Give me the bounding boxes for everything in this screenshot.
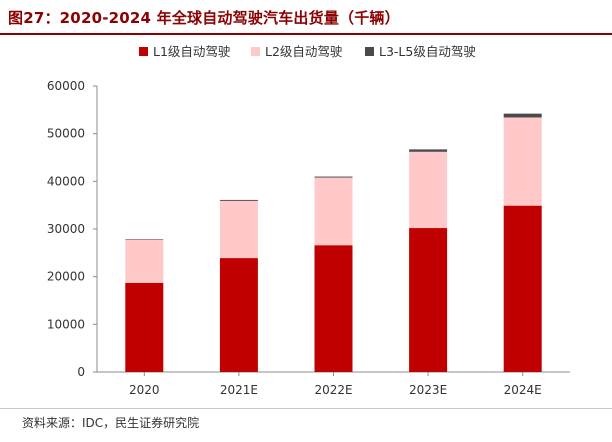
y-tick-label: 60000: [47, 79, 85, 93]
y-tick-label: 30000: [47, 222, 85, 236]
bar-segment: [314, 177, 353, 246]
legend-label: L1级自动驾驶: [153, 44, 231, 59]
x-tick-label: 2024E: [504, 383, 542, 397]
legend-swatch: [365, 47, 374, 56]
bar-segment: [503, 205, 542, 372]
bar-segment: [219, 199, 258, 201]
bar-segment: [409, 228, 448, 372]
bar-segment: [125, 282, 164, 372]
legend-swatch: [139, 47, 148, 56]
y-tick-label: 50000: [47, 127, 85, 141]
figure-title: 图27：2020-2024 年全球自动驾驶汽车出货量（千辆）: [8, 9, 400, 27]
y-tick-label: 0: [77, 365, 85, 379]
bar-segment: [503, 113, 542, 118]
y-tick-label: 10000: [47, 317, 85, 331]
x-tick-label: 2023E: [409, 383, 447, 397]
legend-swatch: [251, 47, 260, 56]
stacked-bar-chart: 0 10000 20000 30000 40000 50000 60000 2020 2021E…: [47, 44, 570, 397]
title-divider: [0, 33, 612, 35]
bar-segment: [409, 151, 448, 229]
x-tick-label: 2022E: [314, 383, 352, 397]
legend-label: L3-L5级自动驾驶: [379, 44, 476, 59]
source-note: 资料来源：IDC，民生证券研究院: [22, 416, 200, 430]
bar-segment: [314, 176, 353, 178]
x-tick-label: 2020: [129, 383, 160, 397]
bar-segment: [125, 239, 164, 283]
legend-label: L2级自动驾驶: [265, 44, 343, 59]
y-tick-label: 40000: [47, 174, 85, 188]
bar-segment: [219, 200, 258, 259]
bar-segment: [503, 117, 542, 206]
y-tick-label: 20000: [47, 270, 85, 284]
title-bar: 图27：2020-2024 年全球自动驾驶汽车出货量（千辆）: [0, 0, 612, 35]
source-divider: [0, 408, 612, 409]
bar-segment: [409, 149, 448, 152]
bar-segment: [219, 258, 258, 372]
x-tick-label: 2021E: [220, 383, 258, 397]
bar-segment: [314, 245, 353, 372]
